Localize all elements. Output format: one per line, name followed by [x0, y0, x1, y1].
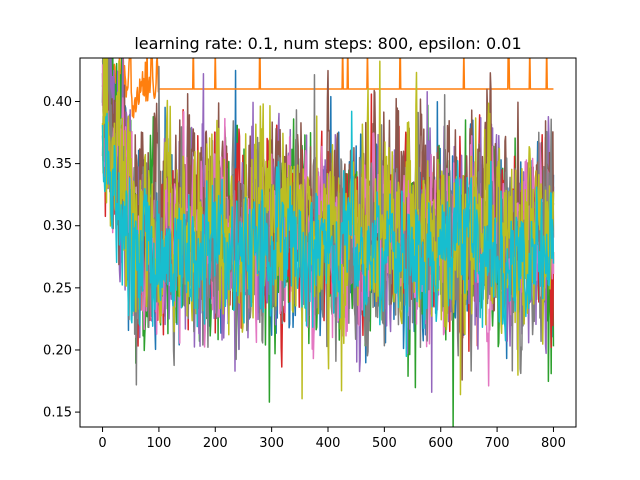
y-tick-label: 0.25	[43, 281, 72, 296]
y-tick-label: 0.30	[43, 219, 72, 234]
y-tick-label: 0.40	[43, 95, 72, 110]
x-tick-label: 700	[485, 436, 510, 451]
y-axis: 0.15 0.20 0.25 0.30 0.35 0.40	[43, 95, 80, 421]
series-layer	[101, 58, 555, 427]
y-tick-label: 0.15	[43, 406, 72, 421]
x-tick-label: 800	[541, 436, 566, 451]
x-tick-label: 600	[428, 436, 453, 451]
x-tick-label: 0	[98, 436, 106, 451]
x-axis: 0 100 200 300 400 500 600 700 800	[98, 427, 566, 451]
series-line-10	[101, 110, 555, 358]
y-tick-label: 0.20	[43, 343, 72, 358]
x-tick-label: 200	[203, 436, 228, 451]
x-tick-label: 500	[372, 436, 397, 451]
y-tick-label: 0.35	[43, 157, 72, 172]
x-tick-label: 400	[316, 436, 341, 451]
chart-title: learning rate: 0.1, num steps: 800, epsi…	[134, 34, 521, 53]
x-tick-label: 100	[146, 436, 171, 451]
x-tick-label: 300	[259, 436, 284, 451]
